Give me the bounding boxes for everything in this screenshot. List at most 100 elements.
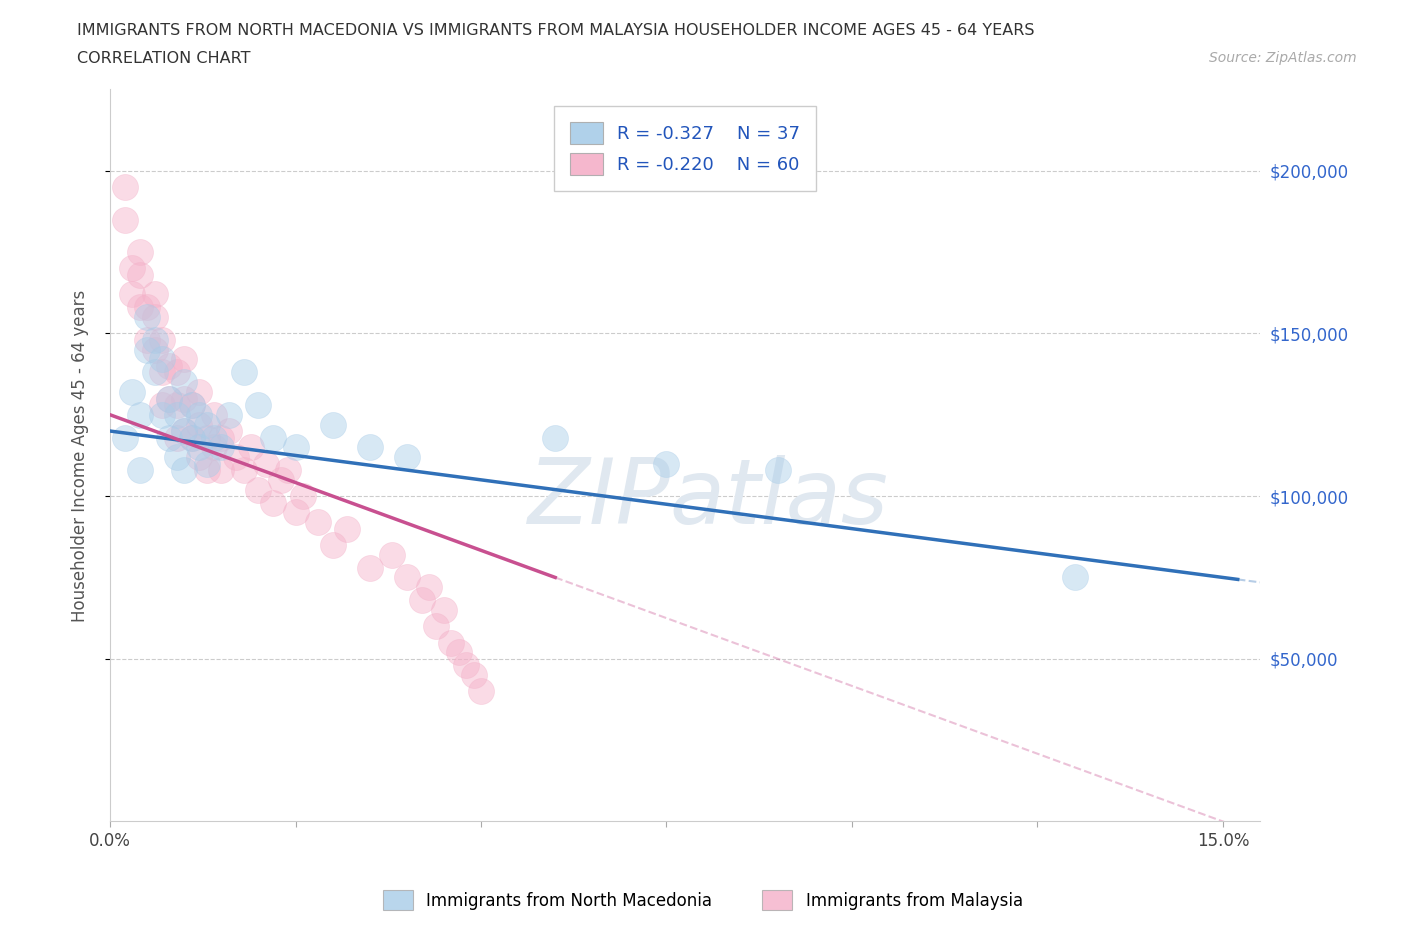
Point	[433, 603, 456, 618]
Point	[270, 472, 292, 487]
Point	[173, 352, 195, 367]
Point	[180, 430, 202, 445]
Point	[1063, 570, 1085, 585]
Point	[262, 495, 284, 510]
Point	[395, 449, 418, 464]
Point	[173, 462, 195, 477]
Point	[456, 658, 478, 672]
Point	[166, 407, 188, 422]
Point	[150, 407, 173, 422]
Point	[232, 462, 254, 477]
Point	[262, 430, 284, 445]
Point	[143, 310, 166, 325]
Point	[166, 449, 188, 464]
Point	[202, 440, 225, 455]
Point	[143, 287, 166, 302]
Point	[136, 342, 159, 357]
Point	[114, 212, 136, 227]
Point	[143, 333, 166, 348]
Point	[180, 430, 202, 445]
Text: IMMIGRANTS FROM NORTH MACEDONIA VS IMMIGRANTS FROM MALAYSIA HOUSEHOLDER INCOME A: IMMIGRANTS FROM NORTH MACEDONIA VS IMMIG…	[77, 23, 1035, 38]
Point	[195, 456, 218, 471]
Point	[247, 397, 270, 412]
Point	[188, 407, 211, 422]
Point	[157, 391, 180, 405]
Point	[247, 482, 270, 497]
Point	[136, 310, 159, 325]
Point	[322, 417, 344, 432]
Point	[128, 300, 150, 315]
Point	[143, 342, 166, 357]
Point	[209, 440, 232, 455]
Point	[411, 592, 433, 607]
Point	[114, 430, 136, 445]
Point	[655, 456, 678, 471]
Text: Source: ZipAtlas.com: Source: ZipAtlas.com	[1209, 51, 1357, 65]
Point	[166, 397, 188, 412]
Point	[209, 430, 232, 445]
Point	[173, 375, 195, 390]
Point	[150, 397, 173, 412]
Point	[544, 430, 567, 445]
Point	[336, 521, 359, 536]
Point	[232, 365, 254, 380]
Point	[381, 547, 404, 562]
Point	[225, 449, 247, 464]
Point	[121, 384, 143, 399]
Text: ZIPatlas: ZIPatlas	[527, 456, 889, 543]
Point	[188, 440, 211, 455]
Point	[359, 440, 381, 455]
Point	[150, 365, 173, 380]
Legend: R = -0.327    N = 37, R = -0.220    N = 60: R = -0.327 N = 37, R = -0.220 N = 60	[554, 106, 817, 192]
Point	[284, 440, 307, 455]
Point	[218, 423, 240, 438]
Point	[157, 391, 180, 405]
Point	[218, 407, 240, 422]
Point	[766, 462, 789, 477]
Point	[291, 488, 314, 503]
Point	[209, 462, 232, 477]
Point	[136, 300, 159, 315]
Legend: Immigrants from North Macedonia, Immigrants from Malaysia: Immigrants from North Macedonia, Immigra…	[377, 884, 1029, 917]
Point	[418, 579, 440, 594]
Point	[166, 430, 188, 445]
Point	[202, 430, 225, 445]
Point	[143, 365, 166, 380]
Point	[188, 417, 211, 432]
Point	[128, 462, 150, 477]
Point	[173, 423, 195, 438]
Point	[202, 407, 225, 422]
Point	[240, 440, 263, 455]
Point	[463, 668, 485, 683]
Point	[173, 391, 195, 405]
Point	[173, 423, 195, 438]
Point	[157, 430, 180, 445]
Point	[157, 359, 180, 374]
Point	[180, 397, 202, 412]
Point	[121, 261, 143, 276]
Point	[254, 456, 277, 471]
Point	[166, 365, 188, 380]
Point	[470, 684, 492, 698]
Point	[150, 333, 173, 348]
Point	[284, 505, 307, 520]
Point	[277, 462, 299, 477]
Point	[121, 287, 143, 302]
Point	[195, 417, 218, 432]
Point	[440, 635, 463, 650]
Point	[128, 268, 150, 283]
Point	[307, 514, 329, 529]
Y-axis label: Householder Income Ages 45 - 64 years: Householder Income Ages 45 - 64 years	[72, 289, 89, 621]
Point	[359, 560, 381, 575]
Point	[425, 618, 447, 633]
Text: CORRELATION CHART: CORRELATION CHART	[77, 51, 250, 66]
Point	[136, 333, 159, 348]
Point	[180, 397, 202, 412]
Point	[188, 384, 211, 399]
Point	[114, 179, 136, 194]
Point	[195, 462, 218, 477]
Point	[195, 430, 218, 445]
Point	[188, 449, 211, 464]
Point	[322, 538, 344, 552]
Point	[395, 570, 418, 585]
